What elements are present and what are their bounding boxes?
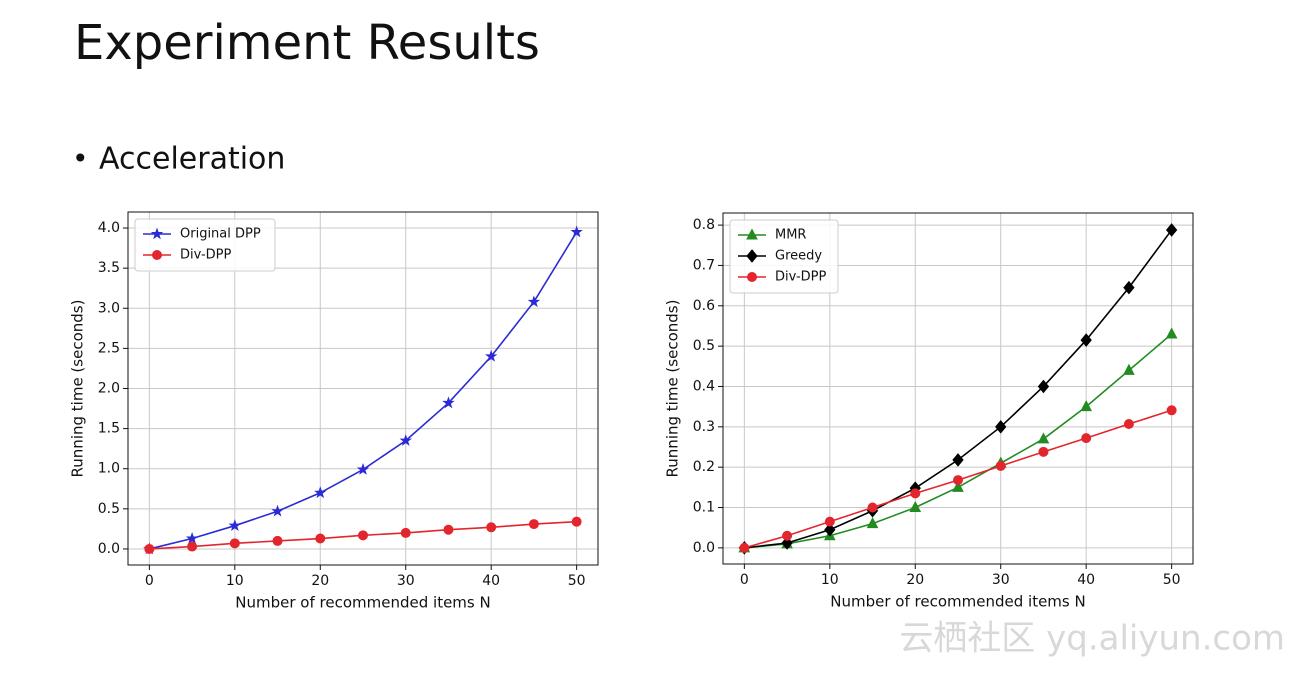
x-tick-label: 30 — [397, 573, 415, 589]
marker — [739, 542, 750, 553]
watermark: 云栖社区 yq.aliyun.com — [899, 619, 1285, 659]
x-tick-label: 50 — [1163, 572, 1181, 588]
legend-label: Div-DPP — [775, 270, 827, 285]
legend-label: MMR — [775, 228, 806, 243]
marker — [824, 516, 835, 527]
marker — [1037, 379, 1050, 394]
x-tick-label: 20 — [906, 572, 924, 588]
x-tick-label: 10 — [821, 572, 839, 588]
legend-label: Div-DPP — [180, 248, 232, 263]
marker — [571, 516, 582, 527]
x-tick-label: 0 — [740, 572, 749, 588]
marker — [995, 460, 1006, 471]
marker — [1166, 405, 1177, 416]
x-axis-label: Number of recommended items N — [235, 594, 490, 612]
marker — [358, 530, 368, 541]
y-tick-label: 3.0 — [98, 300, 120, 316]
marker — [867, 502, 878, 513]
plot-frame — [127, 211, 599, 566]
x-tick-label: 40 — [1077, 572, 1095, 588]
marker — [782, 530, 793, 541]
marker — [229, 538, 240, 549]
x-tick-label: 10 — [226, 573, 244, 589]
y-tick-label: 0.0 — [98, 541, 120, 557]
legend-marker — [746, 249, 758, 263]
legend-label: Original DPP — [180, 227, 261, 242]
y-tick-label: 0.2 — [693, 459, 715, 475]
marker — [1123, 363, 1135, 375]
x-axis-label: Number of recommended items N — [830, 593, 1085, 611]
y-tick-label: 0.6 — [693, 298, 715, 314]
legend-marker — [150, 227, 164, 240]
marker — [271, 504, 284, 517]
marker — [144, 543, 155, 554]
y-tick-label: 3.5 — [98, 260, 120, 276]
y-axis-label: Running time (seconds) — [69, 300, 87, 478]
marker — [527, 295, 541, 308]
legend-marker — [152, 250, 162, 260]
y-tick-label: 2.5 — [98, 340, 120, 356]
y-tick-label: 0.1 — [693, 500, 715, 516]
marker — [995, 420, 1007, 434]
y-tick-label: 0.4 — [693, 378, 715, 394]
y-tick-label: 2.0 — [98, 381, 120, 397]
marker — [486, 522, 497, 533]
marker — [910, 488, 921, 499]
marker — [1038, 446, 1049, 457]
marker — [1165, 327, 1178, 339]
marker — [187, 541, 198, 552]
y-tick-label: 0.7 — [693, 257, 715, 273]
x-tick-label: 30 — [992, 572, 1010, 588]
legend-label: Greedy — [775, 249, 822, 264]
legend-marker — [747, 272, 757, 282]
marker — [1165, 223, 1178, 237]
y-tick-label: 1.5 — [98, 421, 120, 437]
marker — [824, 522, 836, 537]
marker — [1081, 433, 1092, 444]
legend-marker — [746, 228, 758, 240]
slide-title: Experiment Results — [74, 15, 540, 71]
marker — [315, 533, 326, 544]
marker — [272, 535, 283, 546]
y-tick-label: 0.5 — [693, 338, 715, 354]
marker — [185, 532, 199, 544]
marker — [1037, 432, 1050, 444]
marker — [1123, 419, 1134, 430]
y-tick-label: 4.0 — [98, 220, 120, 236]
y-tick-label: 0.5 — [98, 501, 120, 517]
marker — [228, 519, 242, 531]
plot-frame — [722, 212, 1194, 565]
x-tick-label: 20 — [311, 573, 329, 589]
x-tick-label: 0 — [145, 573, 154, 589]
y-tick-label: 0.3 — [693, 419, 715, 435]
marker — [1080, 333, 1092, 347]
y-axis-label: Running time (seconds) — [664, 300, 682, 478]
marker — [953, 475, 963, 486]
marker — [570, 225, 583, 238]
marker — [528, 519, 539, 530]
y-tick-label: 0.0 — [693, 540, 715, 556]
marker — [443, 524, 454, 535]
x-tick-label: 40 — [482, 573, 500, 589]
marker — [952, 453, 964, 467]
y-tick-label: 1.0 — [98, 461, 120, 477]
marker — [1123, 280, 1135, 295]
marker — [400, 527, 411, 538]
legend-box — [134, 218, 276, 272]
x-tick-label: 50 — [568, 573, 586, 589]
marker — [399, 434, 412, 446]
marker — [1080, 400, 1093, 412]
marker — [484, 349, 498, 362]
y-tick-label: 0.8 — [693, 217, 715, 233]
bullet-dot: • — [72, 142, 89, 175]
bullet-text: Acceleration — [99, 142, 285, 177]
marker — [866, 517, 879, 529]
marker — [952, 480, 964, 492]
marker — [314, 486, 327, 499]
marker — [356, 463, 370, 475]
marker — [909, 500, 922, 513]
marker — [442, 396, 455, 409]
